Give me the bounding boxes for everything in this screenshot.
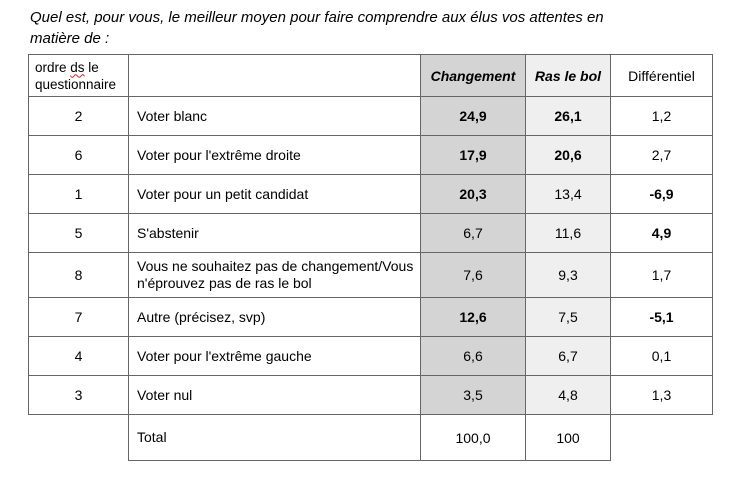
col-header-changement: Changement — [420, 54, 526, 97]
cell-label: Voter pour l'extrême droite — [128, 135, 421, 175]
cell-ras-le-bol: 4,8 — [525, 375, 611, 415]
cell-differentiel: -6,9 — [610, 174, 713, 214]
question-title: Quel est, pour vous, le meilleur moyen p… — [30, 9, 604, 47]
cell-changement: 12,6 — [420, 297, 526, 337]
header-ordre-text-2: le questionnaire — [35, 59, 117, 92]
total-row: Total 100,0 100 — [28, 414, 713, 461]
table-row: 4 Voter pour l'extrême gauche 6,6 6,7 0,1 — [28, 336, 713, 376]
cell-ras-le-bol: 11,6 — [525, 213, 611, 253]
col-header-differentiel: Différentiel — [610, 54, 713, 97]
cell-ordre: 2 — [28, 96, 129, 136]
cell-changement: 6,7 — [420, 213, 526, 253]
cell-changement: 3,5 — [420, 375, 526, 415]
cell-ordre-empty — [28, 414, 129, 461]
cell-ras-le-bol: 6,7 — [525, 336, 611, 376]
cell-differentiel: 4,9 — [610, 213, 713, 253]
col-header-ras-le-bol: Ras le bol — [525, 54, 611, 97]
table-row: 7 Autre (précisez, svp) 12,6 7,5 -5,1 — [28, 297, 713, 337]
cell-changement: 20,3 — [420, 174, 526, 214]
cell-ordre: 1 — [28, 174, 129, 214]
table-row: 6 Voter pour l'extrême droite 17,9 20,6 2,7 — [28, 135, 713, 175]
cell-label: Vous ne souhaitez pas de changement/Vous… — [128, 252, 421, 298]
cell-label: S'abstenir — [128, 213, 421, 253]
cell-ordre: 6 — [28, 135, 129, 175]
results-table: ordre ds le questionnaire Changement Ras… — [28, 54, 713, 461]
cell-differentiel: -5,1 — [610, 297, 713, 337]
cell-differentiel: 0,1 — [610, 336, 713, 376]
cell-differentiel: 1,2 — [610, 96, 713, 136]
cell-changement: 17,9 — [420, 135, 526, 175]
cell-label: Voter pour un petit candidat — [128, 174, 421, 214]
cell-changement: 24,9 — [420, 96, 526, 136]
cell-changement: 7,6 — [420, 252, 526, 298]
cell-differentiel-empty — [610, 414, 713, 461]
header-ordre-misspelled-word: ds — [70, 59, 85, 75]
cell-ras-le-bol: 7,5 — [525, 297, 611, 337]
cell-ordre: 7 — [28, 297, 129, 337]
cell-ras-le-bol: 13,4 — [525, 174, 611, 214]
cell-label: Voter nul — [128, 375, 421, 415]
results-table-body: 2 Voter blanc 24,9 26,1 1,2 6 Voter pour l'ext… — [28, 96, 713, 461]
cell-ras-le-bol: 20,6 — [525, 135, 611, 175]
cell-differentiel: 1,3 — [610, 375, 713, 415]
cell-changement: 6,6 — [420, 336, 526, 376]
cell-ordre: 3 — [28, 375, 129, 415]
table-row: 3 Voter nul 3,5 4,8 1,3 — [28, 375, 713, 415]
cell-label: Voter blanc — [128, 96, 421, 136]
cell-label: Voter pour l'extrême gauche — [128, 336, 421, 376]
total-cell-changement: 100,0 — [420, 414, 526, 461]
cell-ordre: 8 — [28, 252, 129, 298]
total-cell-ras-le-bol: 100 — [525, 414, 611, 461]
cell-ordre: 4 — [28, 336, 129, 376]
cell-ras-le-bol: 26,1 — [525, 96, 611, 136]
col-header-category — [128, 54, 421, 97]
cell-ordre: 5 — [28, 213, 129, 253]
table-row: 5 S'abstenir 6,7 11,6 4,9 — [28, 213, 713, 253]
cell-differentiel: 1,7 — [610, 252, 713, 298]
cell-ras-le-bol: 9,3 — [525, 252, 611, 298]
table-row: 2 Voter blanc 24,9 26,1 1,2 — [28, 96, 713, 136]
header-row: ordre ds le questionnaire Changement Ras… — [28, 54, 713, 97]
header-ordre-text: ordre — [35, 59, 71, 75]
cell-differentiel: 2,7 — [610, 135, 713, 175]
table-row: 1 Voter pour un petit candidat 20,3 13,4 -6,… — [28, 174, 713, 214]
cell-label: Autre (précisez, svp) — [128, 297, 421, 337]
col-header-ordre: ordre ds le questionnaire — [28, 54, 129, 97]
total-cell-label: Total — [128, 414, 421, 461]
table-row: 8 Vous ne souhaitez pas de changement/Vou… — [28, 252, 713, 298]
